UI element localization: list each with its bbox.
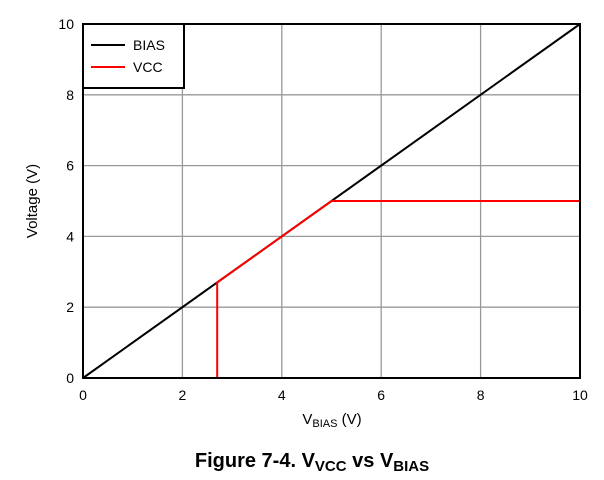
legend-label-vcc: VCC xyxy=(133,59,163,75)
x-tick-label: 0 xyxy=(79,387,87,403)
y-axis-label: Voltage (V) xyxy=(24,164,41,238)
y-tick-label: 6 xyxy=(66,158,74,174)
y-tick-label: 8 xyxy=(66,87,74,103)
x-tick-label: 2 xyxy=(179,387,187,403)
y-tick-label: 0 xyxy=(66,370,74,386)
chart-title: Figure 7-4. VVCC vs VBIAS xyxy=(195,450,429,475)
x-tick-label: 10 xyxy=(572,387,588,403)
x-tick-label: 6 xyxy=(377,387,385,403)
series-line-vcc xyxy=(216,200,580,378)
series-lines xyxy=(82,23,581,379)
x-tick-label: 8 xyxy=(477,387,485,403)
tick-labels: 0 2 4 6 8 10 0 2 4 6 8 10 xyxy=(58,16,588,403)
x-axis-label: VBIAS (V) xyxy=(302,411,361,430)
x-tick-label: 4 xyxy=(278,387,286,403)
legend-label-bias: BIAS xyxy=(133,37,165,53)
y-tick-label: 4 xyxy=(66,228,74,244)
legend: BIAS VCC xyxy=(82,23,185,89)
y-tick-label: 2 xyxy=(66,299,74,315)
legend-box xyxy=(82,23,185,89)
plot-frame xyxy=(82,23,581,379)
y-tick-label: 10 xyxy=(58,16,74,32)
